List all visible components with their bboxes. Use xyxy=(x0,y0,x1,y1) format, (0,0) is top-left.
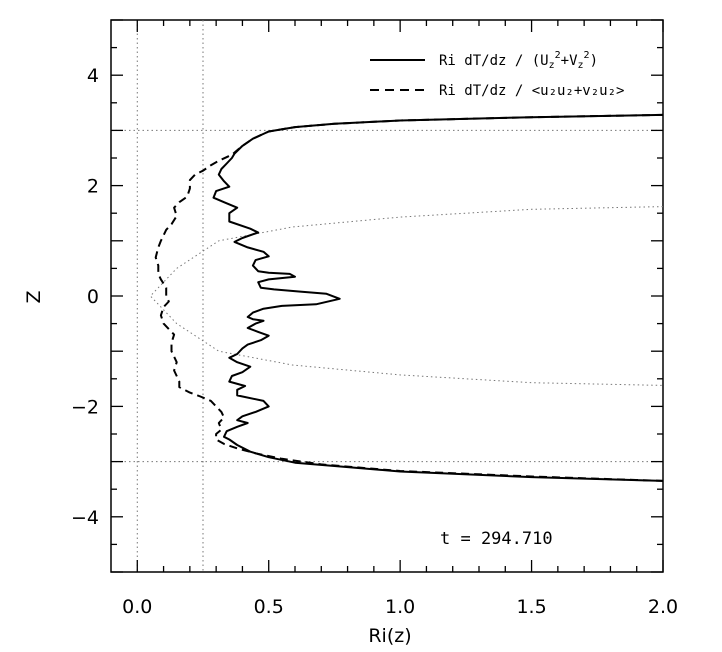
legend-solid-mid: +V xyxy=(561,53,578,69)
legend-solid-sub2: z xyxy=(578,60,584,71)
x-tick-label: 0.0 xyxy=(122,596,152,618)
legend: Ri dT/dz / (Uz2+Vz2) Ri dT/dz / <u₂u₂+v₂… xyxy=(370,50,624,99)
plot-frame xyxy=(110,19,664,573)
tick-labels: 0.0 0.5 1.0 1.5 2.0 −4 −2 0 2 4 xyxy=(71,65,678,618)
y-tick-label: 0 xyxy=(87,286,99,308)
legend-solid-end: ) xyxy=(590,53,598,69)
x-tick-label: 0.5 xyxy=(254,596,284,618)
y-tick-label: 2 xyxy=(87,176,99,198)
x-tick-label: 2.0 xyxy=(648,596,678,618)
legend-solid-sub1: z xyxy=(549,60,555,71)
y-axis-title: Z xyxy=(23,290,45,303)
legend-solid-sup2: 2 xyxy=(584,50,590,61)
legend-solid-label: Ri dT/dz / (Uz2+Vz2) xyxy=(439,50,598,71)
legend-dashed-label: Ri dT/dz / <u₂u₂+v₂u₂> xyxy=(439,83,624,99)
y-tick-label: −4 xyxy=(71,507,99,529)
legend-solid-base: Ri dT/dz / (U xyxy=(439,53,549,69)
reference-lines xyxy=(111,20,664,572)
time-annotation: t = 294.710 xyxy=(440,529,553,549)
series-line-solid xyxy=(212,113,664,482)
series-layer xyxy=(154,113,664,482)
y-tick-label: −2 xyxy=(71,396,99,418)
x-axis-title: Ri(z) xyxy=(368,625,411,647)
x-tick-label: 1.5 xyxy=(516,596,546,618)
series-line-dashed xyxy=(154,113,664,482)
legend-solid-sup1: 2 xyxy=(555,50,561,61)
ticks-layer xyxy=(111,19,664,573)
ref-parabola xyxy=(149,206,664,386)
x-tick-label: 1.0 xyxy=(385,596,415,618)
y-tick-label: 4 xyxy=(87,65,99,87)
